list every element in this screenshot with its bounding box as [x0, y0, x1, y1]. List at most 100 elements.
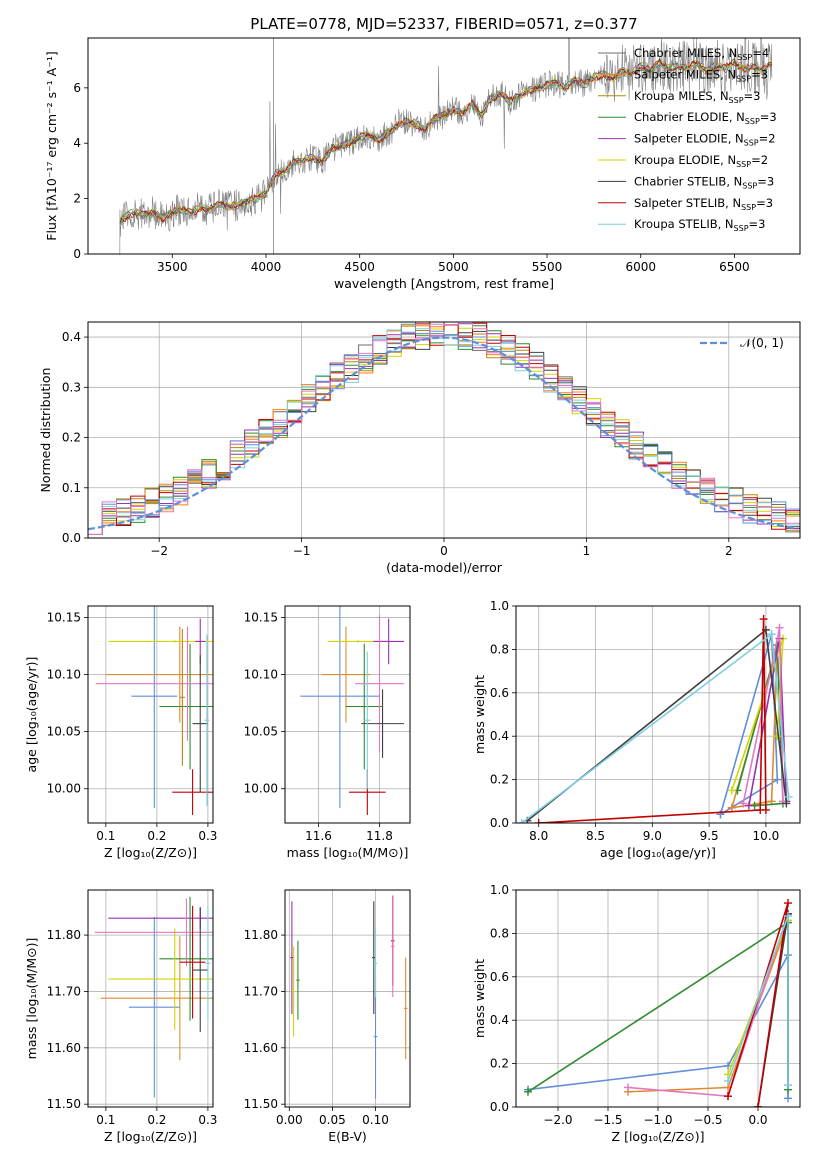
- legend-suffix: =2: [759, 132, 776, 146]
- data-point: [296, 940, 300, 1020]
- legend-suffix: =3: [751, 67, 768, 81]
- legend-entry: Kroupa STELIB, NSSP=3: [634, 217, 765, 233]
- x-axis-label: Z [log₁₀(Z/Z⊙)]: [612, 1129, 705, 1144]
- data-point: [290, 901, 294, 1014]
- y-tick-label: 11.60: [244, 1041, 278, 1055]
- legend-suffix: =3: [756, 196, 773, 210]
- figure-title: PLATE=0778, MJD=52337, FIBERID=0571, z=0…: [250, 15, 637, 33]
- y-axis-label: mass weight: [472, 959, 487, 1038]
- x-axis-label: age [log₁₀(age/yr)]: [600, 845, 716, 860]
- y-tick-label: 11.60: [47, 1041, 81, 1055]
- x-axis-label: (data-model)/error: [386, 560, 503, 575]
- y-tick-label: 0.2: [490, 773, 509, 787]
- plus-marker: [517, 819, 526, 823]
- axes-frame: [284, 605, 411, 824]
- x-tick-label: 3500: [157, 260, 188, 274]
- data-point: [361, 689, 404, 758]
- y-tick-label: 0.2: [62, 431, 81, 445]
- x-tick-label: 0.10: [362, 1113, 389, 1127]
- plus-marker: [759, 615, 768, 624]
- data-point: [403, 957, 408, 1060]
- plot-area: [300, 606, 404, 816]
- x-tick-label: 4500: [344, 260, 375, 274]
- y-tick-label: 11.50: [47, 1097, 81, 1111]
- panel-mass_vs_Z: 0.1 0.2 0.3 11.50 11.60 11.70 11.80 Z [log₁₀(Z/…: [24, 889, 217, 1144]
- x-tick-label: 0.1: [96, 829, 115, 843]
- y-axis-label: mass [log₁₀(M/M⊙)]: [24, 938, 39, 1060]
- x-tick-label: 2: [725, 544, 733, 558]
- y-tick-label: 0.0: [490, 1100, 509, 1114]
- legend-subscript: SSP: [734, 224, 749, 233]
- data-point: [391, 895, 395, 998]
- plus-marker: [724, 1092, 732, 1101]
- data-point: [355, 615, 404, 753]
- axes-frame: [87, 321, 801, 539]
- x-tick-label: 1: [583, 544, 591, 558]
- plus-marker: [784, 1081, 792, 1090]
- legend-subscript: SSP: [745, 117, 760, 126]
- axes-frame: [87, 37, 801, 255]
- legend-entry: Salpeter ELODIE, NSSP=2: [634, 132, 776, 148]
- x-tick-label: 5000: [438, 260, 469, 274]
- y-tick-label: 6: [73, 81, 81, 95]
- x-tick-label: −0.5: [693, 1113, 722, 1127]
- weight-line: [526, 628, 788, 822]
- y-tick-label: 10.15: [244, 610, 278, 624]
- plot-area: [95, 606, 213, 816]
- x-tick-label: 6500: [719, 260, 750, 274]
- plot-area: [290, 895, 408, 1099]
- legend-label: 𝒩(0, 1): [740, 336, 784, 350]
- x-tick-label: −1: [293, 544, 311, 558]
- legend-suffix: =4: [752, 46, 769, 60]
- axes-frame: [515, 889, 801, 1108]
- plus-marker: [784, 792, 793, 801]
- y-axis-label: Flux [fλ10⁻¹⁷ erg cm⁻² s⁻¹ A⁻¹]: [44, 51, 59, 240]
- y-tick-label: 0.1: [62, 481, 81, 495]
- data-point: [95, 626, 213, 741]
- legend-subscript: SSP: [741, 203, 756, 212]
- panel-spectrum: 3500 4000 4500 5000 5500 6000 6500 0 2 4 6 waveleng…: [44, 37, 801, 291]
- legend-subscript: SSP: [744, 139, 759, 148]
- plus-marker: [727, 803, 736, 812]
- histogram-step: [88, 322, 800, 535]
- x-tick-label: 5500: [532, 260, 563, 274]
- data-point: [373, 618, 404, 665]
- legend-entry: Kroupa ELODIE, NSSP=2: [634, 153, 768, 169]
- plus-marker: [773, 775, 782, 784]
- legend-suffix: =3: [744, 89, 761, 103]
- data-point: [345, 643, 383, 770]
- axes-frame: [87, 889, 214, 1108]
- legend-subscript: SSP: [742, 181, 757, 190]
- y-tick-label: 0.0: [490, 816, 509, 830]
- data-point: [108, 640, 213, 643]
- data-point: [179, 905, 206, 1019]
- plus-marker: [739, 799, 748, 808]
- weight-line: [736, 644, 784, 807]
- legend-suffix: =3: [757, 174, 774, 188]
- plot-area: [88, 322, 800, 535]
- data-point: [205, 906, 211, 1020]
- legend-subscript: SSP: [736, 160, 751, 169]
- y-tick-label: 0.6: [490, 686, 509, 700]
- plus-marker: [761, 805, 770, 814]
- x-tick-label: 0.2: [147, 829, 166, 843]
- data-point: [100, 936, 213, 1061]
- x-tick-label: 9.0: [643, 829, 662, 843]
- axes-frame: [87, 605, 214, 824]
- legend-label: Chabrier ELODIE, N: [634, 110, 745, 124]
- legend-entry: Chabrier STELIB, NSSP=3: [634, 174, 774, 190]
- panel-mass_vs_ebv: 0.00 0.05 0.10 11.50 11.60 11.70 11.80 E(B-V): [244, 889, 411, 1144]
- panel-weight_vs_age: 8.0 8.5 9.0 9.5 10.0 0.0 0.2 0.4 0.6 0.8 1.0 age [l…: [472, 599, 801, 860]
- legend-entry: Kroupa MILES, NSSP=3: [634, 89, 760, 105]
- plus-marker: [782, 799, 791, 808]
- panel-residual_hist: −2 −1 0 1 2 0.0 0.1 0.2 0.3 0.4 (data-model)/error…: [38, 321, 801, 575]
- legend-entry: Chabrier ELODIE, NSSP=3: [634, 110, 777, 126]
- y-tick-label: 0.2: [490, 1057, 509, 1071]
- data-point: [192, 655, 208, 793]
- weight-line: [538, 618, 767, 823]
- data-point: [131, 606, 178, 809]
- model-line: [119, 61, 773, 224]
- plus-marker: [624, 1083, 632, 1092]
- x-axis-label: Z [log₁₀(Z/Z⊙)]: [104, 845, 197, 860]
- legend-label: Salpeter STELIB, N: [634, 196, 741, 210]
